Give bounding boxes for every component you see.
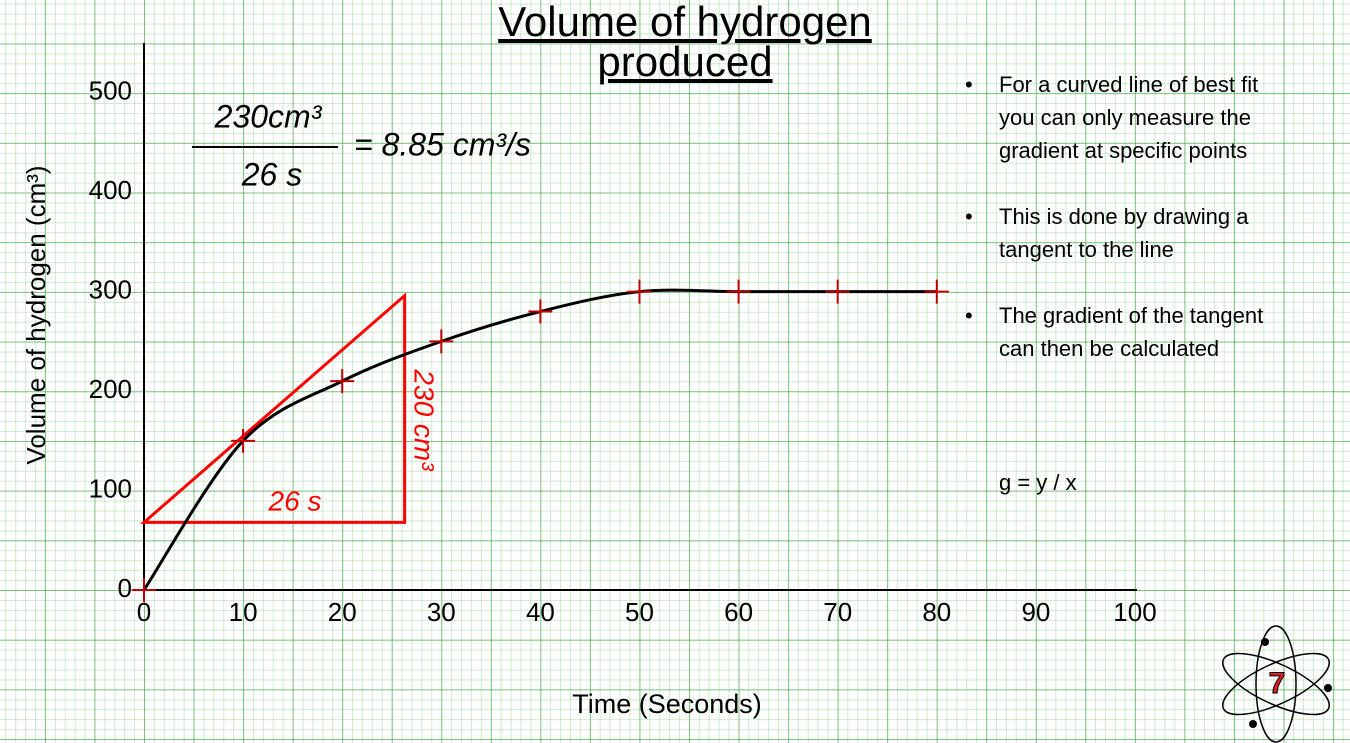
fraction-denominator: 26 s — [241, 156, 302, 192]
electron — [1249, 720, 1257, 728]
x-tick-label: 10 — [229, 597, 258, 627]
electron — [1324, 684, 1332, 692]
data-cross — [231, 428, 256, 453]
y-axis-label: Volume of hydrogen (cm³) — [21, 165, 51, 464]
x-tick-label: 70 — [823, 597, 852, 627]
fraction-numerator: 230cm³ — [214, 98, 323, 134]
orbit — [1255, 625, 1297, 743]
bullet: For a curved line of best fit you can on… — [965, 68, 1295, 167]
x-tick-label: 30 — [427, 597, 456, 627]
x-axis-label: Time (Seconds) — [572, 689, 762, 719]
y-tick-label: 300 — [89, 275, 132, 305]
data-cross — [825, 279, 850, 304]
rise-label: 230 cm³ — [409, 368, 440, 471]
data-cross — [330, 369, 355, 394]
best-fit-curve — [142, 288, 937, 591]
data-cross — [627, 279, 652, 304]
logo-text: 7 — [1269, 667, 1286, 700]
x-tick-label: 0 — [137, 597, 151, 627]
formula: g = y / x — [999, 470, 1077, 495]
x-tick-label: 50 — [625, 597, 654, 627]
x-tick-label: 100 — [1113, 597, 1156, 627]
tangent-triangle — [139, 292, 407, 524]
fraction-result: = 8.85 cm³/s — [354, 126, 531, 162]
y-tick-label: 500 — [89, 76, 132, 106]
data-cross — [924, 279, 949, 304]
data-cross — [429, 329, 454, 354]
orbit — [1222, 652, 1330, 716]
orbit — [1222, 652, 1330, 716]
x-tick-label: 90 — [1021, 597, 1050, 627]
data-cross — [726, 279, 751, 304]
x-tick-label: 60 — [724, 597, 753, 627]
electron — [1261, 638, 1269, 646]
logo: 7 — [1222, 625, 1332, 743]
chart-title: Volume of hydrogen produced — [498, 0, 872, 85]
bullet: The gradient of the tangent can then be … — [965, 299, 1295, 365]
run-label: 26 s — [268, 485, 322, 516]
x-tick-label: 20 — [328, 597, 357, 627]
x-tick-label: 40 — [526, 597, 555, 627]
bullet: This is done by drawing a tangent to the… — [965, 200, 1295, 266]
y-tick-label: 400 — [89, 175, 132, 205]
bullet-list: For a curved line of best fit you can on… — [965, 68, 1295, 398]
data-cross — [132, 578, 156, 602]
y-tick-label: 0 — [118, 573, 132, 603]
y-tick-label: 100 — [89, 473, 132, 503]
data-cross — [528, 299, 553, 324]
y-tick-label: 200 — [89, 374, 132, 404]
x-tick-label: 80 — [922, 597, 951, 627]
